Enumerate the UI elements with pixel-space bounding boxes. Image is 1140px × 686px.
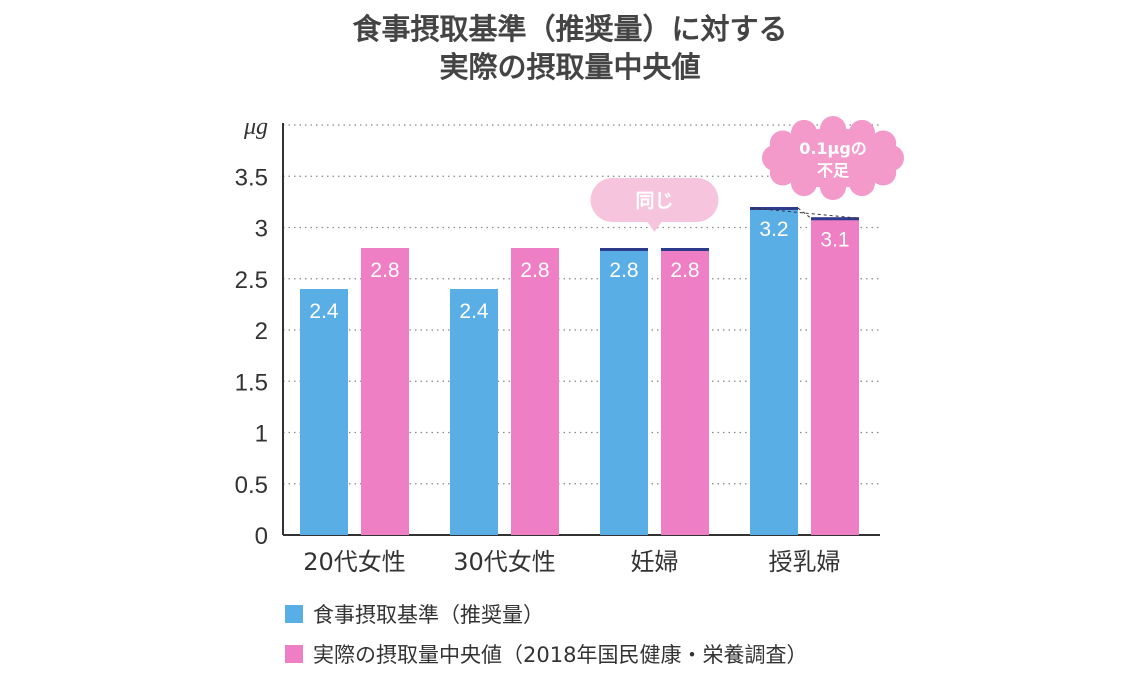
y-tick-label: 2 — [255, 318, 268, 345]
annotation-bubble — [590, 178, 719, 232]
bar-top-cap — [600, 248, 648, 251]
x-tick-label: 授乳婦 — [769, 548, 841, 576]
y-tick-label: 0.5 — [235, 472, 268, 499]
annotation-text-line-1: 0.1μgの — [799, 139, 867, 158]
y-unit-label: μg — [243, 114, 268, 140]
y-tick-label: 0 — [255, 523, 268, 550]
bar — [661, 248, 709, 535]
bar-value-label: 2.4 — [309, 300, 339, 323]
bar-top-cap — [811, 217, 859, 221]
bar-value-label: 2.8 — [609, 259, 638, 282]
x-tick-label: 妊婦 — [631, 548, 679, 576]
legend-item-recommended: 食事摂取基準（推奨量） — [285, 600, 807, 628]
bar — [750, 207, 798, 535]
annotation-text-line-2: 不足 — [817, 161, 850, 180]
bar — [361, 248, 409, 535]
bar-top-cap — [750, 207, 798, 210]
legend: 食事摂取基準（推奨量） 実際の摂取量中央値（2018年国民健康・栄養調査） — [285, 600, 807, 680]
bar-value-label: 2.8 — [520, 259, 549, 282]
y-tick-label: 3 — [255, 216, 268, 243]
chart-title-line-2: 実際の摂取量中央値 — [439, 50, 701, 84]
y-tick-label: 3.5 — [235, 164, 268, 191]
chart-title: 食事摂取基準（推奨量）に対する 実際の摂取量中央値 — [0, 10, 1140, 86]
y-tick-label: 1.5 — [235, 369, 268, 396]
y-tick-label: 1 — [255, 421, 268, 448]
bar — [300, 289, 348, 535]
bar-value-label: 3.2 — [759, 218, 788, 241]
legend-item-actual: 実際の摂取量中央値（2018年国民健康・栄養調査） — [285, 640, 807, 668]
bar — [450, 289, 498, 535]
bar-value-label: 2.4 — [459, 300, 489, 323]
bar — [811, 217, 859, 535]
legend-swatch-recommended — [285, 605, 303, 623]
legend-label-actual: 実際の摂取量中央値（2018年国民健康・栄養調査） — [313, 643, 808, 667]
annotation-text: 同じ — [635, 190, 673, 212]
bar-value-label: 3.1 — [820, 228, 849, 251]
bar-top-cap — [661, 248, 709, 251]
legend-swatch-actual — [285, 645, 303, 663]
y-tick-label: 2.5 — [235, 267, 268, 294]
legend-label-recommended: 食事摂取基準（推奨量） — [313, 603, 544, 627]
chart-title-line-1: 食事摂取基準（推奨量）に対する — [352, 12, 788, 46]
bar — [511, 248, 559, 535]
bar — [600, 248, 648, 535]
bar-value-label: 2.8 — [670, 259, 699, 282]
bar-value-label: 2.8 — [370, 259, 399, 282]
bar-chart: 0 0.5 1 1.5 2 2.5 3 3.5 μg 2.4 2.8 20代女性 2.4 2.8 30代女性… — [235, 114, 904, 576]
annotation-cloud — [773, 128, 893, 188]
x-tick-label: 30代女性 — [453, 548, 556, 576]
difference-guide-line — [797, 207, 812, 219]
x-tick-label: 20代女性 — [303, 548, 406, 576]
